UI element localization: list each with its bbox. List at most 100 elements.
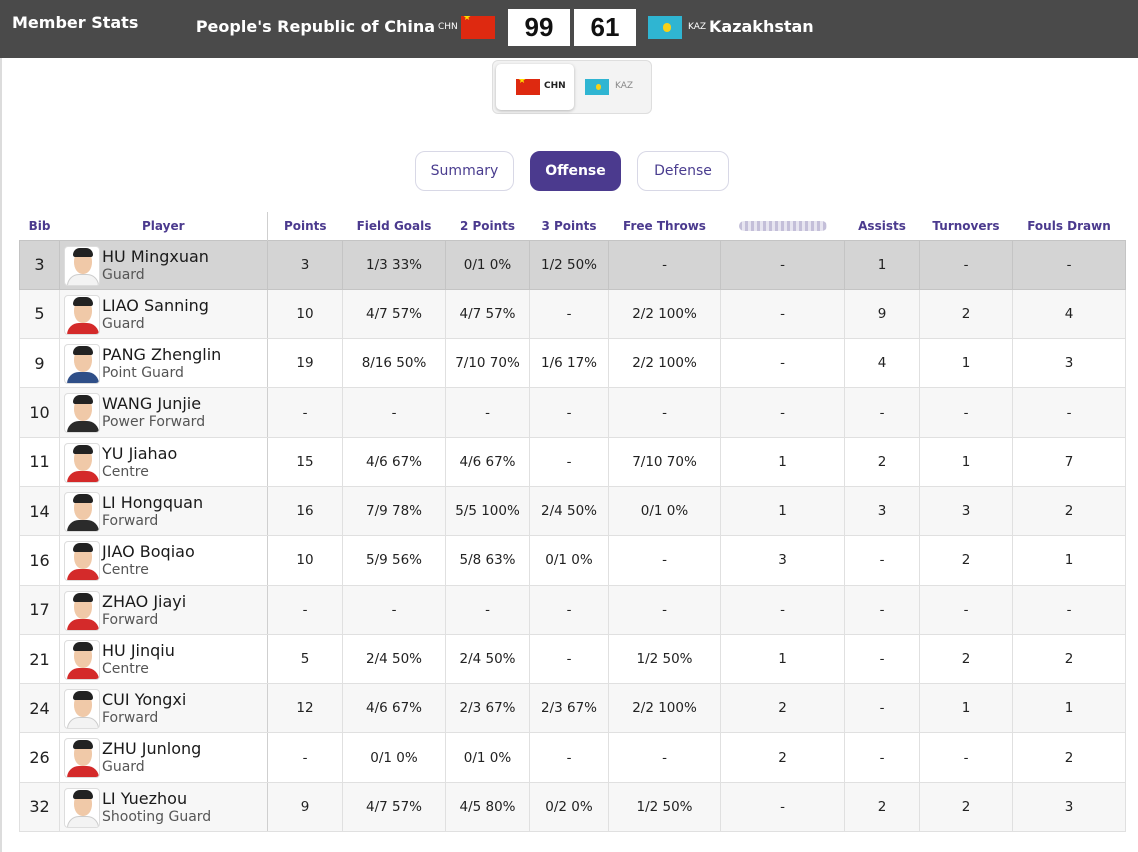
- match-header: Member Stats People's Republic of China …: [0, 0, 1138, 58]
- cell-assists: -: [844, 584, 920, 635]
- cell-points: -: [267, 584, 343, 635]
- home-team-name: People's Republic of China: [195, 17, 435, 36]
- cell-field-goals: -: [342, 387, 446, 438]
- home-score: 99: [508, 9, 570, 46]
- cell-field-goals: 4/6 67%: [342, 683, 446, 734]
- cell-field-goals: 8/16 50%: [342, 338, 446, 389]
- cell-turnovers: 2: [919, 288, 1013, 340]
- cell-bib: 5: [19, 288, 60, 340]
- cell-player[interactable]: LIAO Sanning Guard: [59, 288, 268, 340]
- china-flag-icon: [461, 16, 495, 39]
- cell-field-goals: 1/3 33%: [342, 239, 446, 290]
- column-header-free-throws[interactable]: Free Throws: [623, 218, 706, 233]
- cell-points: 10: [267, 535, 343, 586]
- table-row[interactable]: 9 PANG Zhenglin Point Guard 19 8/16 50% 7/10 …: [19, 338, 1126, 389]
- cell-player[interactable]: LI Hongquan Forward: [59, 485, 268, 537]
- player-position: Forward: [102, 611, 159, 628]
- table-row[interactable]: 11 YU Jiahao Centre 15 4/6 67% 4/6 67% -7/10 7…: [19, 436, 1126, 487]
- cell-points: 10: [267, 288, 343, 340]
- table-row[interactable]: 17 ZHAO Jiayi Forward - - - - - - - - -: [19, 584, 1126, 635]
- cell-turnovers: 3: [919, 485, 1013, 537]
- cell-player[interactable]: ZHAO Jiayi Forward: [59, 584, 268, 635]
- player-position: Forward: [102, 710, 159, 727]
- away-team-name: Kazakhstan: [709, 17, 814, 36]
- cell-3-points: -: [529, 436, 609, 487]
- cell-3-points: 1/6 17%: [529, 338, 609, 389]
- cell-bib: 24: [19, 683, 60, 734]
- table-row[interactable]: 3 HU Mingxuan Guard 3 1/3 33% 0/1 0% 1/2 50% - -…: [19, 239, 1126, 290]
- cell-2-points: -: [445, 584, 530, 635]
- player-name: LI Yuezhou: [102, 788, 188, 808]
- table-row[interactable]: 32 LI Yuezhou Shooting Guard 9 4/7 57% 4/5 80…: [19, 781, 1126, 833]
- column-header-assists[interactable]: Assists: [858, 218, 906, 233]
- avatar-hair: [73, 346, 93, 356]
- team-option-kaz[interactable]: KAZ: [575, 64, 653, 110]
- column-header-2-points[interactable]: 2 Points: [459, 218, 516, 233]
- column-header-turnovers[interactable]: Turnovers: [932, 218, 1000, 233]
- table-row[interactable]: 14 LI Hongquan Forward 16 7/9 78% 5/5 100% 2/4…: [19, 485, 1126, 537]
- cell-free-throws: -: [608, 387, 721, 438]
- cell-assists: 2: [844, 436, 920, 487]
- cell-obscured-stat: -: [720, 288, 845, 340]
- obscured-header-text: [738, 221, 827, 232]
- table-row[interactable]: 5 LIAO Sanning Guard 10 4/7 57% 4/7 57% -2/2 1…: [19, 288, 1126, 340]
- china-flag-icon: [516, 79, 540, 95]
- cell-field-goals: 4/7 57%: [342, 781, 446, 833]
- player-position: Centre: [102, 562, 149, 579]
- cell-bib: 26: [19, 732, 60, 783]
- table-row[interactable]: 10 WANG Junjie Power Forward - - - - - - - - -: [19, 387, 1126, 438]
- cell-fouls-drawn: 1: [1012, 535, 1126, 586]
- team-option-chn[interactable]: CHN: [496, 64, 574, 110]
- tab-offense[interactable]: Offense: [530, 151, 621, 191]
- cell-bib: 16: [19, 535, 60, 586]
- cell-2-points: 0/1 0%: [445, 732, 530, 783]
- player-name: PANG Zhenglin: [102, 345, 222, 365]
- cell-fouls-drawn: -: [1012, 387, 1126, 438]
- player-avatar: [64, 787, 100, 828]
- column-header-3-points[interactable]: 3 Points: [541, 218, 597, 233]
- cell-fouls-drawn: -: [1012, 239, 1126, 290]
- cell-player[interactable]: WANG Junjie Power Forward: [59, 387, 268, 438]
- player-avatar: [64, 294, 100, 335]
- cell-points: 12: [267, 683, 343, 734]
- cell-fouls-drawn: 3: [1012, 338, 1126, 389]
- cell-player[interactable]: HU Jinqiu Centre: [59, 633, 268, 685]
- offense-stats-table: Bib Player Points Field Goals 2 Points 3…: [19, 212, 1126, 833]
- cell-player[interactable]: ZHU Junlong Guard: [59, 732, 268, 783]
- cell-player[interactable]: CUI Yongxi Forward: [59, 683, 268, 734]
- table-header-row: Bib Player Points Field Goals 2 Points 3…: [20, 212, 1126, 240]
- cell-assists: 2: [844, 781, 920, 833]
- column-header-player[interactable]: Player: [59, 212, 268, 240]
- column-header-bib[interactable]: Bib: [28, 218, 51, 233]
- column-header-fouls-drawn[interactable]: Fouls Drawn: [1027, 218, 1111, 233]
- player-name: ZHU Junlong: [102, 739, 202, 759]
- cell-player[interactable]: YU Jiahao Centre: [59, 436, 268, 487]
- player-name: YU Jiahao: [102, 443, 178, 463]
- cell-player[interactable]: HU Mingxuan Guard: [59, 239, 268, 290]
- player-position: Centre: [102, 463, 149, 480]
- cell-3-points: 1/2 50%: [529, 239, 609, 290]
- cell-player[interactable]: PANG Zhenglin Point Guard: [59, 338, 268, 389]
- column-header-obscured[interactable]: [721, 212, 845, 240]
- avatar-shirt: [67, 667, 99, 679]
- table-row[interactable]: 21 HU Jinqiu Centre 5 2/4 50% 2/4 50% -1/2 50%…: [19, 633, 1126, 685]
- cell-3-points: 0/1 0%: [529, 535, 609, 586]
- cell-player[interactable]: LI Yuezhou Shooting Guard: [59, 781, 268, 833]
- column-header-points[interactable]: Points: [283, 218, 327, 233]
- column-header-field-goals[interactable]: Field Goals: [356, 218, 432, 233]
- cell-points: 3: [267, 239, 343, 290]
- table-row[interactable]: 26 ZHU Junlong Guard -0/1 0% 0/1 0% - -2- -2: [19, 732, 1126, 783]
- cell-fouls-drawn: 1: [1012, 683, 1126, 734]
- cell-field-goals: 2/4 50%: [342, 633, 446, 685]
- cell-3-points: -: [529, 584, 609, 635]
- cell-player[interactable]: JIAO Boqiao Centre: [59, 535, 268, 586]
- tab-defense[interactable]: Defense: [637, 151, 729, 191]
- player-position: Guard: [102, 315, 145, 332]
- cell-2-points: 0/1 0%: [445, 239, 530, 290]
- avatar-hair: [73, 641, 93, 651]
- table-row[interactable]: 24 CUI Yongxi Forward 12 4/6 67% 2/3 67% 2/3 6…: [19, 683, 1126, 734]
- table-row[interactable]: 16 JIAO Boqiao Centre 10 5/9 56% 5/8 63% 0/1 0…: [19, 535, 1126, 586]
- player-position: Guard: [102, 759, 145, 776]
- tab-summary[interactable]: Summary: [415, 151, 514, 191]
- cell-free-throws: 1/2 50%: [608, 781, 721, 833]
